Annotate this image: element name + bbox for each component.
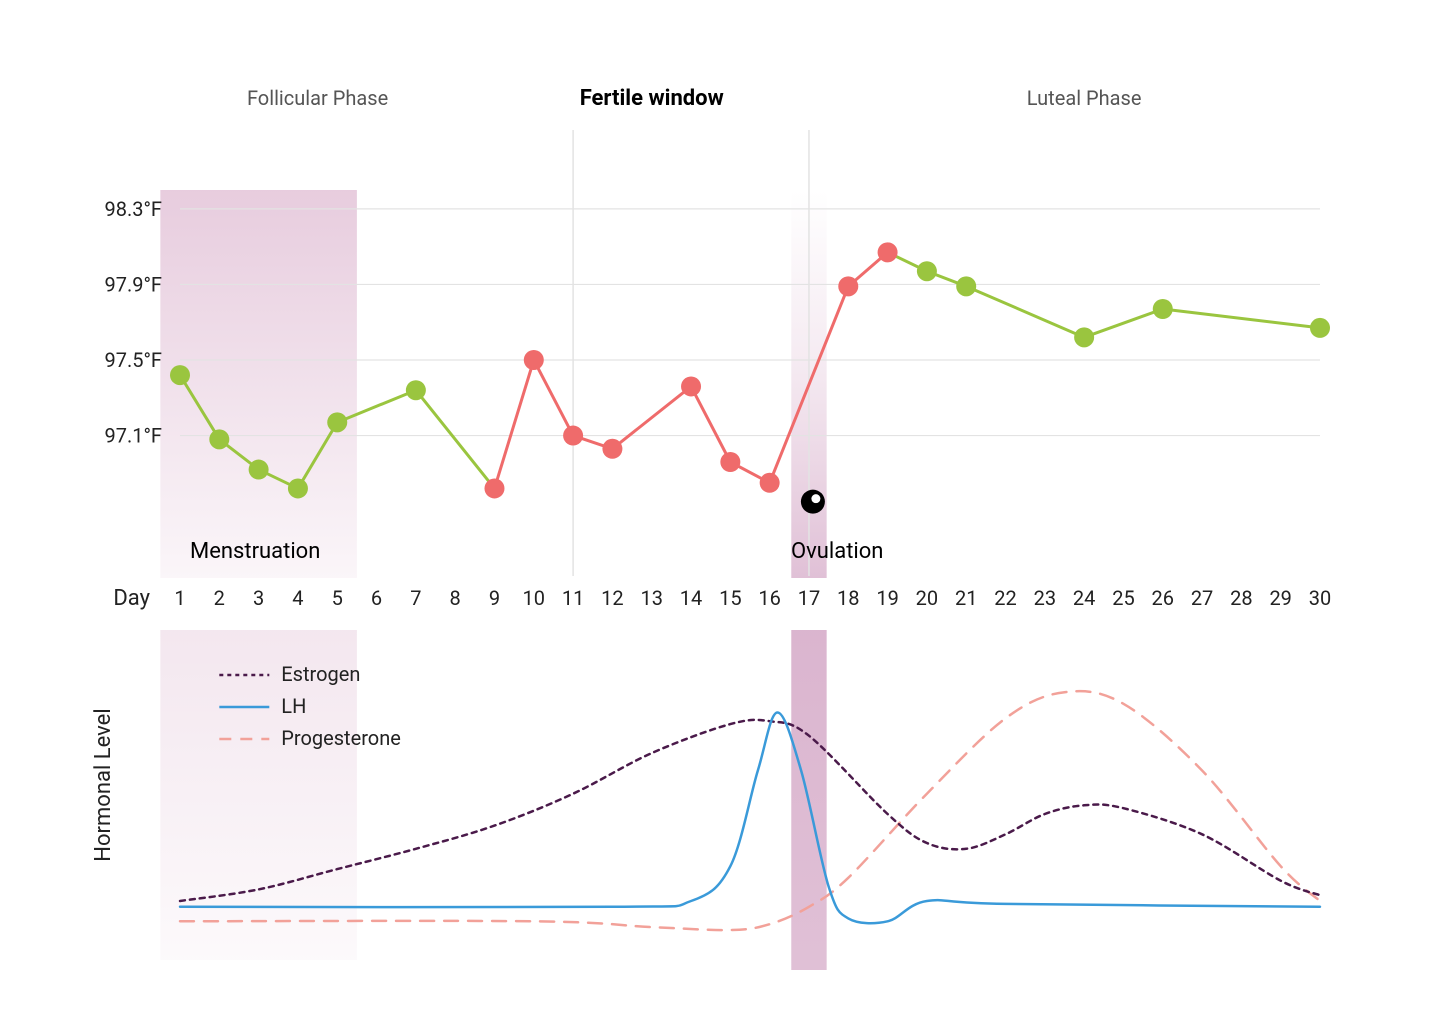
day-axis: Day1234567891011121314151617181920212223…: [113, 586, 1331, 611]
svg-text:5: 5: [332, 586, 343, 610]
svg-text:6: 6: [371, 586, 382, 610]
svg-text:Luteal Phase: Luteal Phase: [1027, 86, 1142, 110]
svg-text:98.3°F: 98.3°F: [104, 197, 162, 221]
svg-text:2: 2: [214, 586, 225, 610]
svg-text:30: 30: [1309, 586, 1331, 610]
temp-point: [956, 276, 976, 296]
cycle-chart-svg: 97.1°F 97.5°F 97.9°F 98.3°F Follicular Phase…: [70, 60, 1370, 980]
svg-text:9: 9: [489, 586, 500, 610]
svg-text:97.9°F: 97.9°F: [104, 272, 162, 296]
svg-text:17: 17: [798, 586, 820, 610]
temp-point: [1153, 299, 1173, 319]
svg-text:4: 4: [292, 586, 303, 610]
svg-text:14: 14: [680, 586, 702, 610]
temp-point: [484, 478, 504, 498]
annotations: Menstruation Ovulation: [190, 539, 883, 564]
svg-text:1: 1: [174, 586, 185, 610]
temp-point: [288, 478, 308, 498]
ovulation-marker-icon: [801, 490, 825, 514]
ovulation-label: Ovulation: [791, 539, 883, 564]
temp-point: [838, 276, 858, 296]
svg-text:19: 19: [876, 586, 898, 610]
temp-point: [878, 242, 898, 262]
temp-point: [249, 460, 269, 480]
svg-text:16: 16: [758, 586, 780, 610]
svg-text:97.5°F: 97.5°F: [104, 348, 162, 372]
svg-text:11: 11: [562, 586, 584, 610]
svg-text:13: 13: [640, 586, 662, 610]
svg-text:3: 3: [253, 586, 264, 610]
temp-point: [1310, 318, 1330, 338]
temp-point: [209, 429, 229, 449]
svg-text:Day: Day: [113, 586, 150, 611]
svg-text:97.1°F: 97.1°F: [104, 424, 162, 448]
svg-text:8: 8: [450, 586, 461, 610]
temp-point: [170, 365, 190, 385]
legend-progesterone: Progesterone: [281, 726, 401, 750]
temp-point: [406, 380, 426, 400]
temp-point: [327, 412, 347, 432]
svg-text:21: 21: [955, 586, 977, 610]
svg-text:23: 23: [1034, 586, 1056, 610]
phase-bands: [160, 190, 826, 970]
temp-point: [760, 473, 780, 493]
svg-text:27: 27: [1191, 586, 1213, 610]
svg-text:10: 10: [523, 586, 545, 610]
legend-lh: LH: [281, 694, 306, 718]
temp-point: [720, 452, 740, 472]
temp-point: [563, 426, 583, 446]
temp-point: [1074, 327, 1094, 347]
svg-text:18: 18: [837, 586, 859, 610]
svg-text:24: 24: [1073, 586, 1095, 610]
menstruation-label: Menstruation: [190, 539, 320, 564]
svg-text:20: 20: [916, 586, 938, 610]
phase-labels: Follicular Phase Fertile window Luteal Pha…: [247, 86, 1142, 111]
menstruation-band: [160, 190, 357, 578]
svg-text:26: 26: [1152, 586, 1174, 610]
chart-container: 97.1°F 97.5°F 97.9°F 98.3°F Follicular Phase…: [70, 60, 1370, 980]
temp-point: [524, 350, 544, 370]
legend-estrogen: Estrogen: [281, 662, 360, 686]
svg-text:29: 29: [1269, 586, 1291, 610]
svg-text:Fertile window: Fertile window: [580, 86, 724, 111]
svg-text:Follicular Phase: Follicular Phase: [247, 86, 388, 110]
hormone-y-label: Hormonal Level: [91, 708, 116, 861]
page: 97.1°F 97.5°F 97.9°F 98.3°F Follicular Phase…: [0, 0, 1440, 1024]
svg-text:7: 7: [410, 586, 421, 610]
svg-text:12: 12: [601, 586, 623, 610]
svg-text:15: 15: [719, 586, 741, 610]
temp-point: [681, 376, 701, 396]
temp-point: [917, 261, 937, 281]
svg-text:28: 28: [1230, 586, 1252, 610]
temp-y-axis: 97.1°F 97.5°F 97.9°F 98.3°F: [104, 197, 162, 448]
svg-text:22: 22: [994, 586, 1016, 610]
svg-text:25: 25: [1112, 586, 1134, 610]
temp-point: [602, 439, 622, 459]
